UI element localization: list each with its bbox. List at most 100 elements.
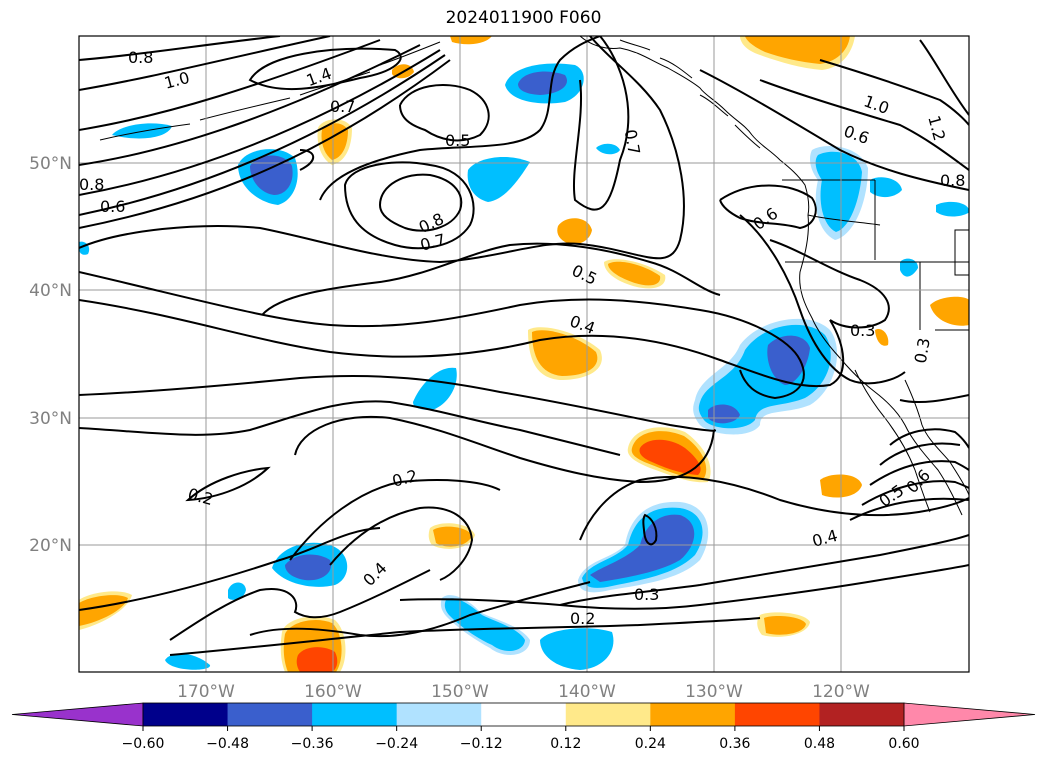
lon-tick-label: 130°W xyxy=(685,682,743,702)
lat-tick-labels: 50°N 40°N 30°N 20°N xyxy=(29,154,72,556)
colorbar-tick-label: 0.12 xyxy=(550,736,581,752)
lon-tick-label: 140°W xyxy=(558,682,616,702)
contour-line xyxy=(79,299,845,388)
contour-line xyxy=(739,214,906,385)
us-west-coast xyxy=(799,214,963,516)
contour-line xyxy=(919,39,969,116)
contour-line xyxy=(719,184,817,230)
warm-region xyxy=(296,647,338,672)
contour-line xyxy=(79,527,381,611)
map-frame xyxy=(78,35,970,673)
lon-tick-label: 120°W xyxy=(812,682,870,702)
warm-region xyxy=(557,218,592,245)
colorbar-bin xyxy=(734,703,820,726)
contour-line xyxy=(248,47,402,91)
contour-line xyxy=(79,400,621,456)
blue-region xyxy=(900,258,918,277)
lon-tick-labels: 170°W 160°W 150°W 140°W 130°W 120°W xyxy=(177,682,870,702)
contour-label: 0.8 xyxy=(128,48,153,67)
contour-line xyxy=(79,271,805,400)
colorbar-bin xyxy=(481,703,567,726)
contour-line xyxy=(79,44,421,166)
contour-line xyxy=(579,475,969,541)
blue-region xyxy=(518,71,568,95)
contour-line xyxy=(79,59,451,229)
warm-region xyxy=(79,595,128,626)
contour-line xyxy=(79,36,685,264)
colorbar-bin xyxy=(396,703,482,726)
blue-region xyxy=(250,155,293,195)
blue-region xyxy=(767,335,810,385)
warm-region xyxy=(433,526,472,547)
contour-line xyxy=(572,36,630,211)
aleutians xyxy=(99,41,441,141)
contour-line xyxy=(889,428,969,449)
contour-line xyxy=(343,161,475,250)
lat-tick-label: 30°N xyxy=(29,409,72,429)
colorbar-tick-label: −0.60 xyxy=(122,736,165,752)
colorbar-tick-label: −0.48 xyxy=(206,736,249,752)
lat-tick-label: 20°N xyxy=(29,536,72,556)
contour-line xyxy=(79,36,281,61)
contour-line xyxy=(169,617,761,656)
contour-line xyxy=(879,442,961,466)
contour-label: 0.3 xyxy=(634,585,659,604)
contour-line xyxy=(169,569,431,641)
colorbar-extend-under xyxy=(11,702,144,727)
contour-line xyxy=(769,239,890,329)
contour-line xyxy=(861,480,969,506)
colorbar-bin xyxy=(227,703,313,726)
colorbar-tick-label: −0.24 xyxy=(375,736,418,752)
lon-tick-label: 160°W xyxy=(304,682,362,702)
contour-line xyxy=(399,84,490,142)
contour-line xyxy=(759,79,969,171)
contour-label: 0.5 xyxy=(445,131,470,150)
lat-tick-label: 40°N xyxy=(29,281,72,301)
contour-line xyxy=(294,415,715,484)
alaska-coast xyxy=(619,39,761,149)
contour-line xyxy=(559,534,969,606)
warm-region xyxy=(875,329,889,346)
contour-label: 0.2 xyxy=(570,609,595,628)
colorbar-tick-label: −0.36 xyxy=(291,736,334,752)
colorbar-bin xyxy=(650,703,736,726)
contour-label: 0.8 xyxy=(940,171,965,190)
colorbar-bin xyxy=(312,703,398,726)
colorbar: −0.60 −0.48 −0.36 −0.24 −0.12 0.12 0.24 0.36 0.4… xyxy=(11,702,1036,752)
map-title: 2024011900 F060 xyxy=(445,8,602,28)
colorbar-tick-label: 0.24 xyxy=(635,736,666,752)
contour-line xyxy=(79,39,381,131)
contour-line xyxy=(378,173,463,232)
blue-region xyxy=(540,628,614,670)
contour-line xyxy=(319,36,601,201)
contour-line xyxy=(299,149,315,171)
contour-label: 0.6 xyxy=(100,197,125,216)
blue-region xyxy=(228,582,246,600)
contour-line xyxy=(899,394,969,404)
blue-region xyxy=(708,404,740,424)
contour-label: 0.3 xyxy=(850,321,875,340)
contour-line xyxy=(185,466,271,502)
warm-region xyxy=(930,296,969,326)
blue-region xyxy=(467,156,530,202)
contour-label: 0.7 xyxy=(621,128,644,156)
contour-line xyxy=(399,564,969,610)
contour-line xyxy=(699,69,969,191)
lat-tick-label: 50°N xyxy=(29,154,72,174)
contour-line xyxy=(869,460,969,486)
baja xyxy=(854,369,931,513)
contour-line xyxy=(642,513,658,546)
alaska-coast xyxy=(579,36,810,216)
border xyxy=(782,179,969,331)
blue-region xyxy=(165,653,211,670)
warm-region xyxy=(608,261,661,286)
warm-region xyxy=(639,439,701,475)
blue-region xyxy=(936,201,969,217)
warm-region xyxy=(532,330,598,376)
contour-label: 0.8 xyxy=(79,175,104,194)
blue-region xyxy=(285,554,332,581)
contour-line xyxy=(289,479,501,561)
colorbar-bin xyxy=(819,703,905,726)
blue-region xyxy=(413,367,457,410)
warm-region xyxy=(764,616,806,635)
